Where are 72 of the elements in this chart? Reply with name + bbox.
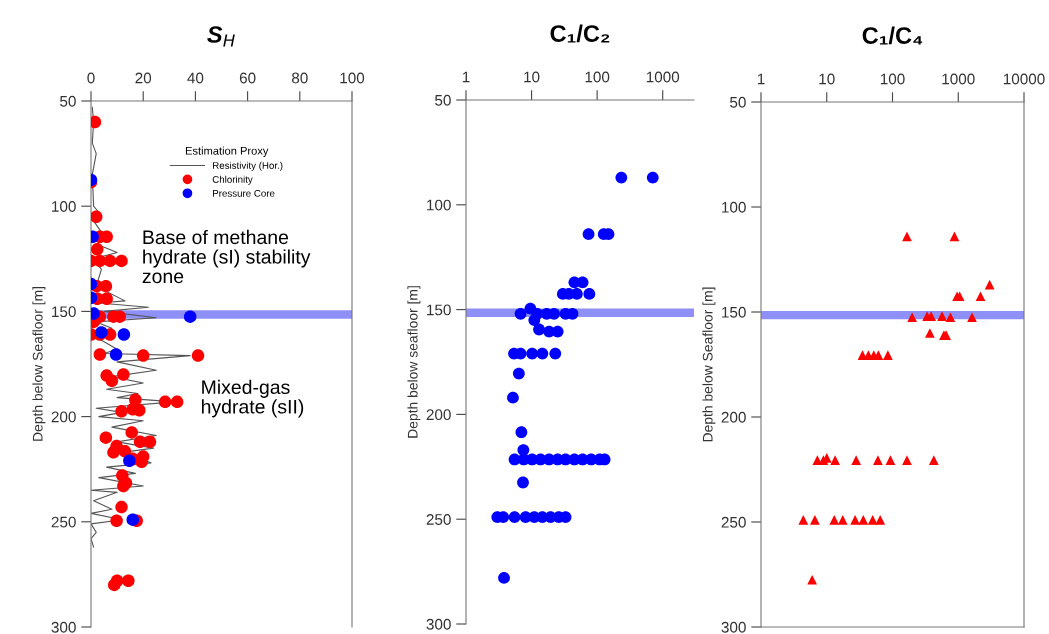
y-axis-title: Depth below Seafloor [m] bbox=[702, 287, 716, 442]
y-tick-label: 250 bbox=[426, 514, 451, 525]
point bbox=[107, 446, 120, 459]
y-tick-label: 300 bbox=[51, 621, 76, 633]
point bbox=[115, 500, 128, 514]
point bbox=[99, 431, 113, 444]
point bbox=[91, 243, 104, 256]
y-tick-label: 100 bbox=[722, 201, 746, 213]
x-tick-label: 40 bbox=[187, 72, 204, 84]
x-tick-label: 1 bbox=[757, 73, 765, 85]
point bbox=[91, 115, 102, 129]
point bbox=[100, 292, 113, 306]
x-tick-label: 100 bbox=[340, 72, 365, 84]
point bbox=[191, 349, 205, 362]
y-tick-label: 150 bbox=[722, 306, 746, 318]
point bbox=[143, 435, 157, 449]
y-axis-title: Depth below seafloor [m] bbox=[407, 286, 421, 438]
x-tick-label: 80 bbox=[291, 72, 308, 84]
x-tick-label: 1000 bbox=[942, 73, 975, 85]
x-tick-label: 100 bbox=[880, 73, 905, 85]
x-tick-label: 60 bbox=[239, 72, 256, 84]
point bbox=[103, 254, 117, 268]
y-tick-label: 200 bbox=[51, 411, 76, 423]
point bbox=[125, 426, 138, 439]
point bbox=[110, 574, 124, 587]
y-tick-label: 50 bbox=[730, 96, 746, 108]
annotation: Mixed-gas hydrate (sII) bbox=[201, 379, 304, 418]
annotation: Base of methane hydrate (sI) stability zone bbox=[142, 229, 311, 284]
y-axis-title: Depth below Seafloor [m] bbox=[32, 287, 46, 441]
point bbox=[117, 328, 131, 341]
point bbox=[91, 210, 103, 223]
point bbox=[170, 395, 184, 409]
point bbox=[110, 514, 123, 527]
y-tick-label: 50 bbox=[435, 94, 451, 106]
point bbox=[126, 513, 140, 526]
y-tick-label: 150 bbox=[427, 304, 451, 316]
legend-label: Chlorinity bbox=[212, 175, 253, 185]
y-tick-label: 200 bbox=[721, 411, 746, 423]
y-tick-label: 100 bbox=[52, 201, 76, 212]
y-tick-label: 50 bbox=[60, 95, 76, 107]
legend-label: Pressure Core bbox=[213, 189, 275, 197]
point bbox=[115, 405, 128, 418]
x-tick-label: 0 bbox=[87, 72, 95, 84]
y-tick-label: 250 bbox=[51, 516, 76, 528]
y-tick-label: 300 bbox=[426, 618, 451, 630]
chart-title: C₁/C₄ bbox=[862, 26, 923, 45]
x-tick-label: 10 bbox=[524, 71, 540, 83]
legend-title: Estimation Proxy bbox=[185, 146, 269, 157]
point bbox=[115, 254, 128, 268]
chart-title: C₁/C₂ bbox=[550, 24, 610, 43]
x-tick-label: 1 bbox=[462, 71, 470, 83]
x-tick-label: 20 bbox=[135, 72, 152, 84]
y-tick-label: 300 bbox=[721, 621, 746, 633]
y-tick-label: 200 bbox=[426, 409, 451, 421]
point bbox=[136, 349, 150, 362]
point bbox=[158, 395, 172, 409]
point bbox=[117, 368, 130, 381]
y-tick-label: 100 bbox=[427, 199, 451, 211]
point bbox=[109, 348, 123, 361]
x-tick-label: 100 bbox=[585, 71, 610, 83]
x-tick-label: 10 bbox=[819, 73, 835, 85]
point bbox=[122, 574, 135, 587]
point bbox=[105, 374, 119, 388]
y-tick-label: 250 bbox=[721, 516, 746, 528]
x-tick-label: 1000 bbox=[646, 71, 680, 83]
point bbox=[93, 348, 107, 361]
point bbox=[99, 279, 113, 293]
chart-title: S$_{H}$ bbox=[207, 26, 235, 47]
y-tick-label: 150 bbox=[52, 306, 76, 318]
point bbox=[183, 310, 197, 323]
legend-label: Resistivity (Hor.) bbox=[213, 161, 283, 171]
x-tick-label: 10000 bbox=[1003, 73, 1045, 85]
